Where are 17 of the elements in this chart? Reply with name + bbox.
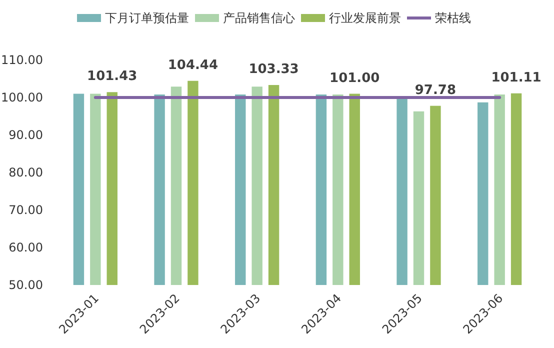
data-label: 101.43 xyxy=(87,69,138,84)
data-label: 104.44 xyxy=(168,58,218,73)
data-label: 101.11 xyxy=(491,70,542,86)
legend-label: 产品销售信心 xyxy=(223,11,295,25)
data-label: 101.00 xyxy=(330,70,380,86)
legend-label: 下月订单预估量 xyxy=(105,11,189,25)
y-tick-label: 110.00 xyxy=(1,53,43,67)
legend-label: 行业发展前景 xyxy=(329,11,401,25)
y-tick-label: 50.00 xyxy=(8,278,43,292)
y-tick-label: 100.00 xyxy=(1,90,43,104)
data-label: 103.33 xyxy=(248,62,299,78)
legend-label: 荣枯线 xyxy=(435,11,471,25)
y-tick-label: 80.00 xyxy=(8,166,43,180)
y-tick-label: 70.00 xyxy=(8,203,43,217)
y-tick-label: 60.00 xyxy=(8,240,43,254)
y-tick-label: 90.00 xyxy=(8,128,43,142)
data-label: 97.78 xyxy=(414,82,456,98)
